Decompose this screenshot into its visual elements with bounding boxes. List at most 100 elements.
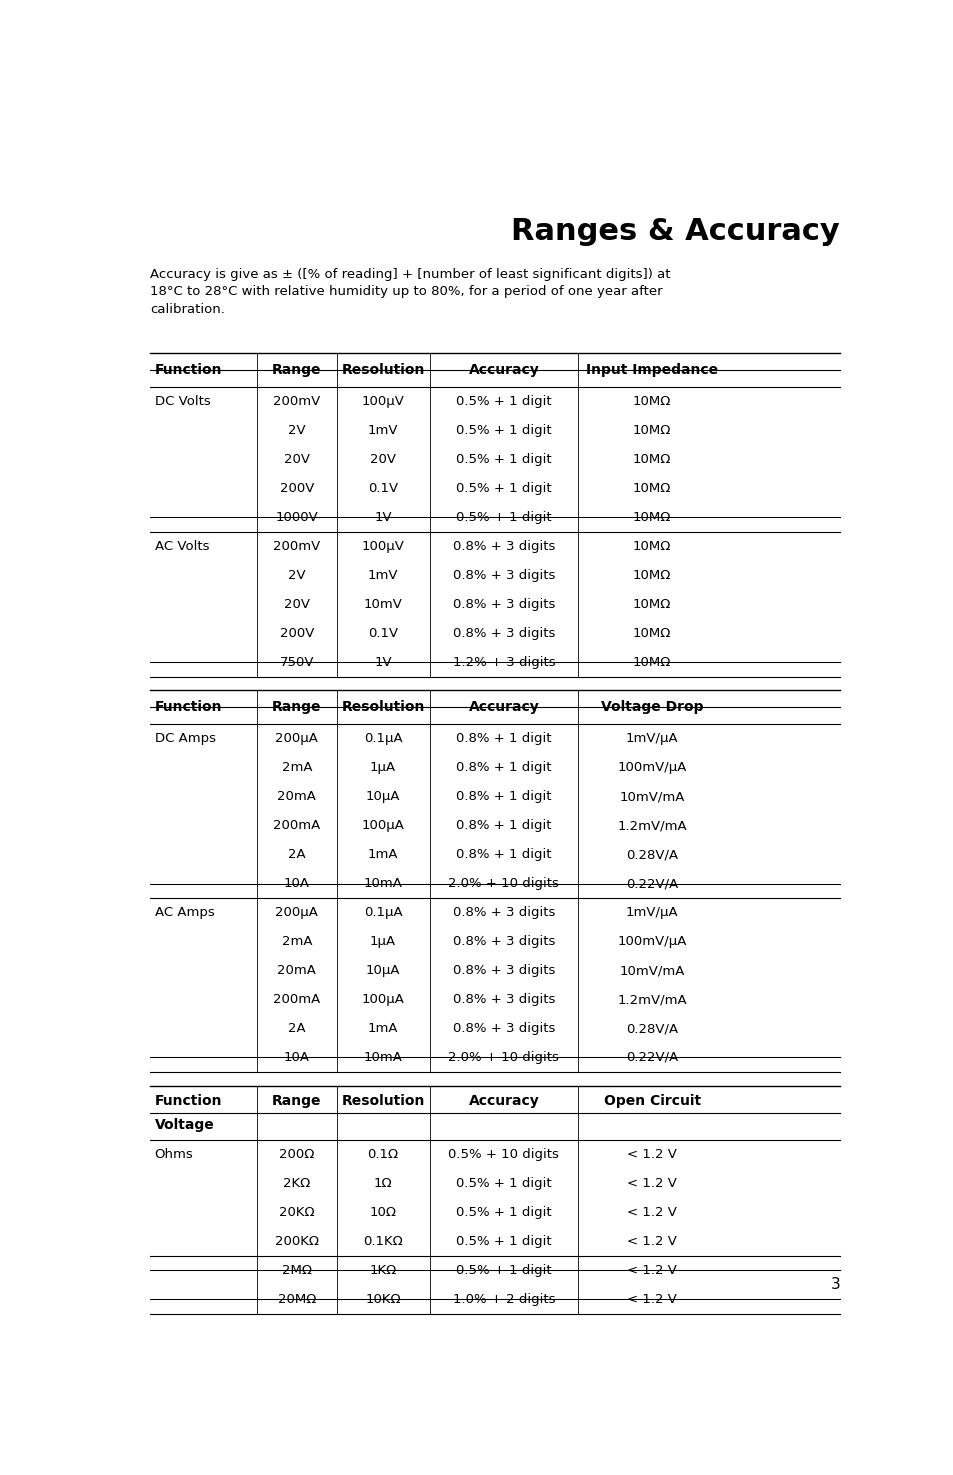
Text: Resolution: Resolution <box>341 1094 424 1108</box>
Text: Resolution: Resolution <box>341 363 424 378</box>
Text: 10mA: 10mA <box>363 1052 402 1063</box>
Text: Ranges & Accuracy: Ranges & Accuracy <box>511 217 840 246</box>
Text: 0.5% + 1 digit: 0.5% + 1 digit <box>456 1207 551 1218</box>
Text: 1mA: 1mA <box>368 848 398 861</box>
Text: 0.8% + 3 digits: 0.8% + 3 digits <box>452 1022 555 1035</box>
Text: DC Volts: DC Volts <box>154 395 211 409</box>
Text: 0.8% + 1 digit: 0.8% + 1 digit <box>456 733 551 745</box>
Text: 200μA: 200μA <box>275 906 318 919</box>
Text: 200mA: 200mA <box>273 993 320 1006</box>
Text: 0.28V/A: 0.28V/A <box>625 1022 678 1035</box>
Text: 3: 3 <box>829 1277 840 1292</box>
Text: 200μA: 200μA <box>275 733 318 745</box>
Text: 1.2mV/mA: 1.2mV/mA <box>617 993 686 1006</box>
Text: 20KΩ: 20KΩ <box>279 1207 314 1218</box>
Text: 200KΩ: 200KΩ <box>274 1235 318 1248</box>
Text: 10KΩ: 10KΩ <box>365 1294 400 1305</box>
Text: 10Ω: 10Ω <box>369 1207 396 1218</box>
Text: 100mV/μA: 100mV/μA <box>617 935 686 948</box>
Text: 0.8% + 3 digits: 0.8% + 3 digits <box>452 965 555 976</box>
Text: 200V: 200V <box>279 627 314 640</box>
Text: 200mV: 200mV <box>273 395 320 409</box>
Text: 10mV/mA: 10mV/mA <box>618 965 684 976</box>
Text: 1V: 1V <box>374 656 392 668</box>
Text: AC Amps: AC Amps <box>154 906 214 919</box>
Text: 750V: 750V <box>279 656 314 668</box>
Text: 1.2mV/mA: 1.2mV/mA <box>617 819 686 832</box>
Text: 2mA: 2mA <box>281 935 312 948</box>
Text: 0.1μA: 0.1μA <box>363 906 402 919</box>
Text: 1mV/μA: 1mV/μA <box>625 733 678 745</box>
Text: Open Circuit: Open Circuit <box>603 1094 700 1108</box>
Text: Resolution: Resolution <box>341 701 424 714</box>
Text: 20V: 20V <box>284 453 310 466</box>
Text: 0.5% + 1 digit: 0.5% + 1 digit <box>456 395 551 409</box>
Text: 10MΩ: 10MΩ <box>632 597 671 611</box>
Text: 10A: 10A <box>284 1052 310 1063</box>
Text: 10MΩ: 10MΩ <box>632 627 671 640</box>
Text: 0.1μA: 0.1μA <box>363 733 402 745</box>
Text: < 1.2 V: < 1.2 V <box>626 1264 677 1277</box>
Text: Range: Range <box>272 1094 321 1108</box>
Text: 100μV: 100μV <box>361 540 404 553</box>
Text: Accuracy: Accuracy <box>468 701 538 714</box>
Text: 0.5% + 1 digit: 0.5% + 1 digit <box>456 453 551 466</box>
Text: 1μA: 1μA <box>370 935 395 948</box>
Text: 1μA: 1μA <box>370 761 395 774</box>
Text: 1000V: 1000V <box>275 510 318 524</box>
Text: 0.1V: 0.1V <box>368 482 397 496</box>
Text: 2V: 2V <box>288 569 305 581</box>
Text: 2.0% + 10 digits: 2.0% + 10 digits <box>448 878 558 891</box>
Text: 10A: 10A <box>284 878 310 891</box>
Text: DC Amps: DC Amps <box>154 733 215 745</box>
Text: 20MΩ: 20MΩ <box>277 1294 315 1305</box>
Text: 0.5% + 1 digit: 0.5% + 1 digit <box>456 1264 551 1277</box>
Text: < 1.2 V: < 1.2 V <box>626 1148 677 1161</box>
Text: Function: Function <box>154 1094 222 1108</box>
Text: 0.5% + 10 digits: 0.5% + 10 digits <box>448 1148 558 1161</box>
Text: 20mA: 20mA <box>277 965 316 976</box>
Text: Accuracy is give as ± ([% of reading] + [number of least significant digits]) at: Accuracy is give as ± ([% of reading] + … <box>151 268 670 316</box>
Text: 20V: 20V <box>284 597 310 611</box>
Text: 0.22V/A: 0.22V/A <box>625 1052 678 1063</box>
Text: 0.8% + 3 digits: 0.8% + 3 digits <box>452 935 555 948</box>
Text: Range: Range <box>272 363 321 378</box>
Text: 10MΩ: 10MΩ <box>632 656 671 668</box>
Text: 10MΩ: 10MΩ <box>632 395 671 409</box>
Text: 10μA: 10μA <box>366 791 400 804</box>
Text: 100mV/μA: 100mV/μA <box>617 761 686 774</box>
Text: 200Ω: 200Ω <box>279 1148 314 1161</box>
Text: 100μV: 100μV <box>361 395 404 409</box>
Text: 1mV: 1mV <box>368 569 398 581</box>
Text: 0.5% + 1 digit: 0.5% + 1 digit <box>456 482 551 496</box>
Text: 10mV: 10mV <box>363 597 402 611</box>
Text: 0.8% + 3 digits: 0.8% + 3 digits <box>452 569 555 581</box>
Text: Voltage Drop: Voltage Drop <box>600 701 702 714</box>
Text: 2A: 2A <box>288 1022 305 1035</box>
Text: 10μA: 10μA <box>366 965 400 976</box>
Text: 0.8% + 3 digits: 0.8% + 3 digits <box>452 993 555 1006</box>
Text: 1.2% + 3 digits: 1.2% + 3 digits <box>452 656 555 668</box>
Text: 0.22V/A: 0.22V/A <box>625 878 678 891</box>
Text: 1mA: 1mA <box>368 1022 398 1035</box>
Text: 10MΩ: 10MΩ <box>632 569 671 581</box>
Text: < 1.2 V: < 1.2 V <box>626 1235 677 1248</box>
Text: 0.1Ω: 0.1Ω <box>367 1148 398 1161</box>
Text: 20mA: 20mA <box>277 791 316 804</box>
Text: Voltage: Voltage <box>154 1118 214 1131</box>
Text: 10MΩ: 10MΩ <box>632 510 671 524</box>
Text: Accuracy: Accuracy <box>468 363 538 378</box>
Text: < 1.2 V: < 1.2 V <box>626 1177 677 1190</box>
Text: 100μA: 100μA <box>361 819 404 832</box>
Text: 0.8% + 3 digits: 0.8% + 3 digits <box>452 906 555 919</box>
Text: 0.8% + 3 digits: 0.8% + 3 digits <box>452 627 555 640</box>
Text: Function: Function <box>154 701 222 714</box>
Text: 0.8% + 3 digits: 0.8% + 3 digits <box>452 597 555 611</box>
Text: Function: Function <box>154 363 222 378</box>
Text: 0.5% + 1 digit: 0.5% + 1 digit <box>456 1177 551 1190</box>
Text: 10MΩ: 10MΩ <box>632 482 671 496</box>
Text: 2V: 2V <box>288 423 305 437</box>
Text: 1mV: 1mV <box>368 423 398 437</box>
Text: 10MΩ: 10MΩ <box>632 453 671 466</box>
Text: 200V: 200V <box>279 482 314 496</box>
